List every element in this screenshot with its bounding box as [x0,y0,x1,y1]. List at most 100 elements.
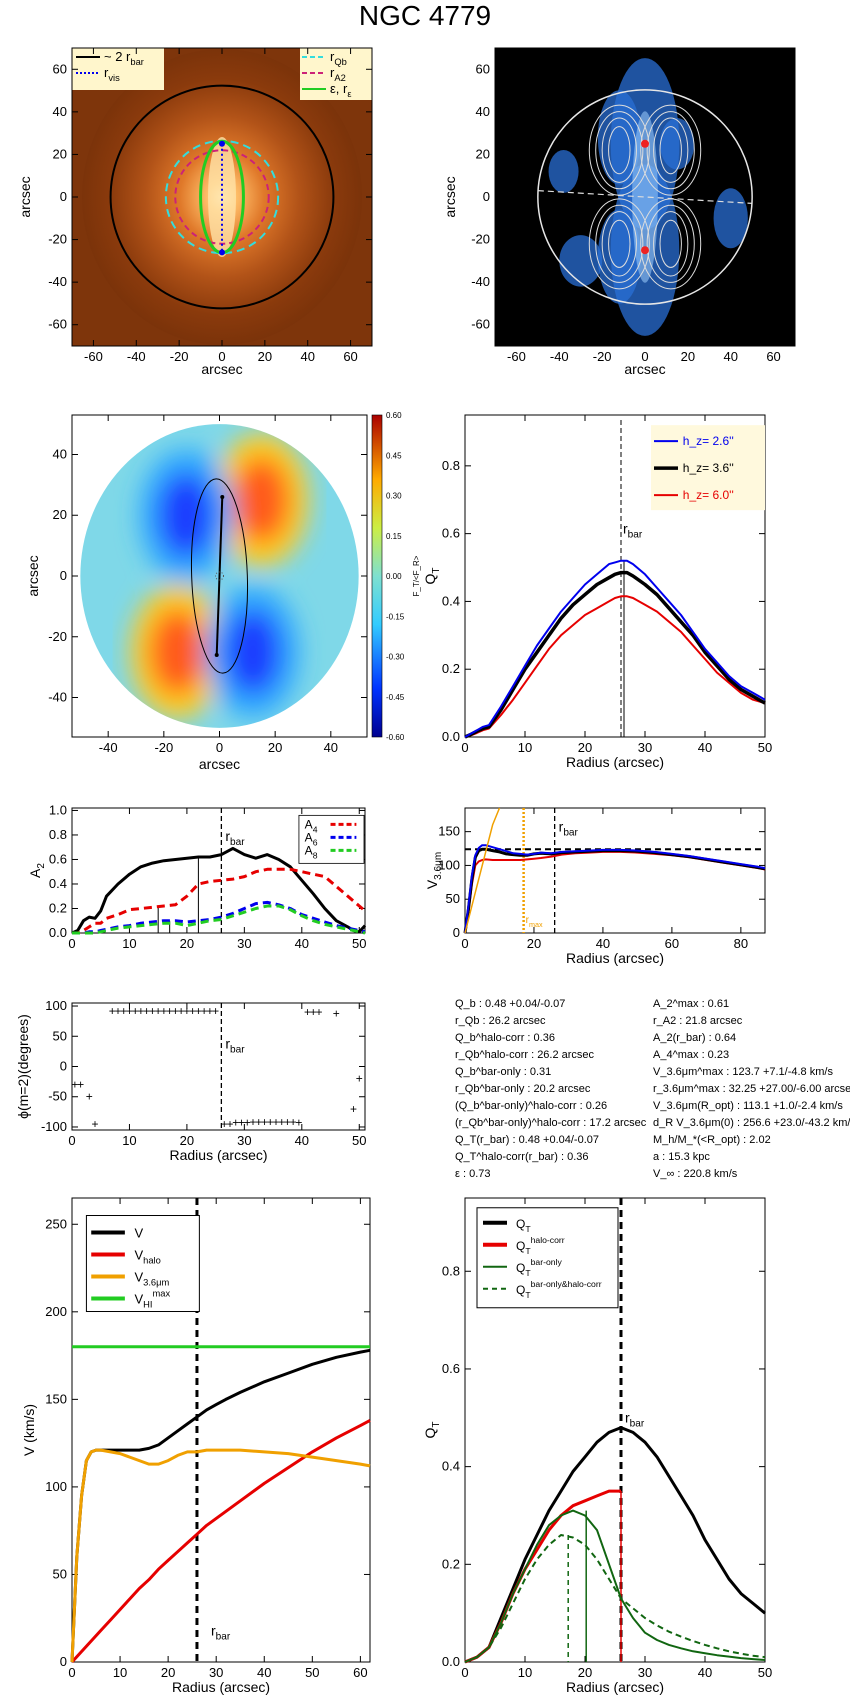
y-tick-label: 50 [53,1028,67,1043]
y-tick-label: -40 [471,274,490,289]
x-axis-label: Radius (arcsec) [566,1679,664,1695]
bar-ellipse [190,478,249,674]
x-axis-label: Radius (arcsec) [169,1147,267,1163]
x-tick-label: 0 [641,349,648,364]
bar-end-point [219,249,225,256]
parameter-line: M_h/M_*(<R_opt) : 2.02 [653,1134,771,1146]
x-tick-label: 20 [161,1665,175,1680]
x-tick-label: -40 [127,349,146,364]
phase-point: + [304,1005,311,1019]
y-axis-label: QT [425,1422,442,1439]
x-tick-label: 20 [268,740,282,755]
qt-profiles-panel: 0 10 20 30 40 50 0.0 0.2 0.4 0.6 0.8 Radius (arcsec… [425,414,772,770]
heatmap-disc [80,424,359,728]
qtcorr-series-line [464,1534,766,1663]
y-axis-label: QT [425,568,442,585]
x-tick-label: 80 [734,936,748,951]
plot-frame [71,1197,371,1663]
colorbar-tick-label: -0.30 [386,653,405,662]
parameter-line: r_Qb^halo-corr : 26.2 arcsec [455,1049,595,1061]
x-tick-label: 0 [68,1133,75,1148]
y-axis-label: V3.6μm [425,852,444,889]
contour [601,117,637,183]
x-tick-label: 30 [638,740,652,755]
y-tick-label: 0 [60,189,67,204]
legend-right-label: ε, rε [330,81,352,99]
x-axis-label: Radius (arcsec) [566,754,664,770]
x-tick-label: 50 [305,1665,319,1680]
center-marker [215,571,224,581]
phase-point: + [212,1004,219,1018]
legend-label: h_z= 2.6'' [683,434,734,448]
qt-series-line [464,570,766,739]
legend-label: QTbar-only&halo-corr [516,1279,602,1300]
contour [608,126,631,175]
legend-label: h_z= 6.0'' [683,488,734,502]
phase-point: + [232,1116,239,1130]
y-tick-label: 50 [446,891,460,906]
parameter-line: r_A2 : 21.8 arcsec [653,1015,743,1027]
plot-frame [464,1197,766,1663]
x-tick-label: 20 [578,740,592,755]
plot-frame [71,807,366,934]
fourier-series-line [72,867,366,935]
legend-label: Vhalo [134,1248,160,1266]
y-tick-label: -20 [471,232,490,247]
y-tick-label: 0.6 [49,851,67,866]
x-tick-label: 50 [352,1133,366,1148]
parameter-line: ε : 0.73 [455,1168,490,1180]
y-tick-label: -20 [48,232,67,247]
rbar-label: rbar [211,1623,231,1643]
parameter-line: A_4^max : 0.23 [653,1049,729,1061]
legend-left-box [72,48,164,90]
y-axis-label: V (km/s) [21,1404,37,1456]
contour [646,204,695,283]
rotation-curve-panel: 0 20 40 60 80 0 50 100 150 Radius (arcsec) V3.6μm r… [425,807,766,966]
x-tick-label: 20 [180,936,194,951]
figure-title: NGC 4779 [358,0,492,31]
y-tick-label: 250 [45,1216,67,1231]
colorbar-tick-label: -0.15 [386,612,405,621]
lobe-inner [149,609,206,695]
velocity-series-line [70,1419,371,1664]
y-tick-label: 0.0 [49,925,67,940]
galaxy-bar [208,137,236,257]
y-tick-label: 0.0 [442,1654,460,1669]
phase-point: + [238,1116,245,1130]
phase-point: + [132,1004,139,1018]
phase-point: + [149,1004,156,1018]
rbar-label: rbar [623,521,643,541]
lobe-inner [233,457,290,543]
phase-point: + [91,1117,98,1131]
x-tick-label: 0 [68,1665,75,1680]
x-tick-label: 40 [596,936,610,951]
qt-corrections-panel: 0 10 20 30 40 50 0.0 0.2 0.4 0.6 0.8 Radius (arcsec… [425,1197,772,1695]
plot-frame [464,414,766,738]
phase-point: + [261,1115,268,1129]
parameter-line: Q_b^halo-corr : 0.36 [455,1032,555,1044]
phase-point: + [226,1117,233,1131]
x-tick-label: 60 [766,349,780,364]
phase-point: + [114,1004,121,1018]
y-tick-label: 0.0 [442,729,460,744]
legend-right-label: rA2 [330,65,346,83]
phase-point: + [178,1004,185,1018]
x-tick-label: 50 [758,740,772,755]
phase-point: + [206,1004,213,1018]
x-axis-label: Radius (arcsec) [566,950,664,966]
phase-point: + [71,1078,78,1092]
colorbar [371,414,383,738]
y-axis-label: A2 [27,863,47,878]
x-axis-label: Radius (arcsec) [172,1679,270,1695]
phase-point: + [310,1005,317,1019]
y-tick-label: 0 [60,1654,67,1669]
phase-point: + [249,1115,256,1129]
y-tick-label: 0.6 [442,1361,460,1376]
contour [601,211,637,277]
rbar-label: rbar [559,819,579,839]
parameter-line: A_2(r_bar) : 0.64 [653,1032,736,1044]
x-tick-label: 20 [681,349,695,364]
x-tick-label: -60 [84,349,103,364]
y-tick-label: 0.4 [442,593,460,608]
contour [653,211,689,277]
